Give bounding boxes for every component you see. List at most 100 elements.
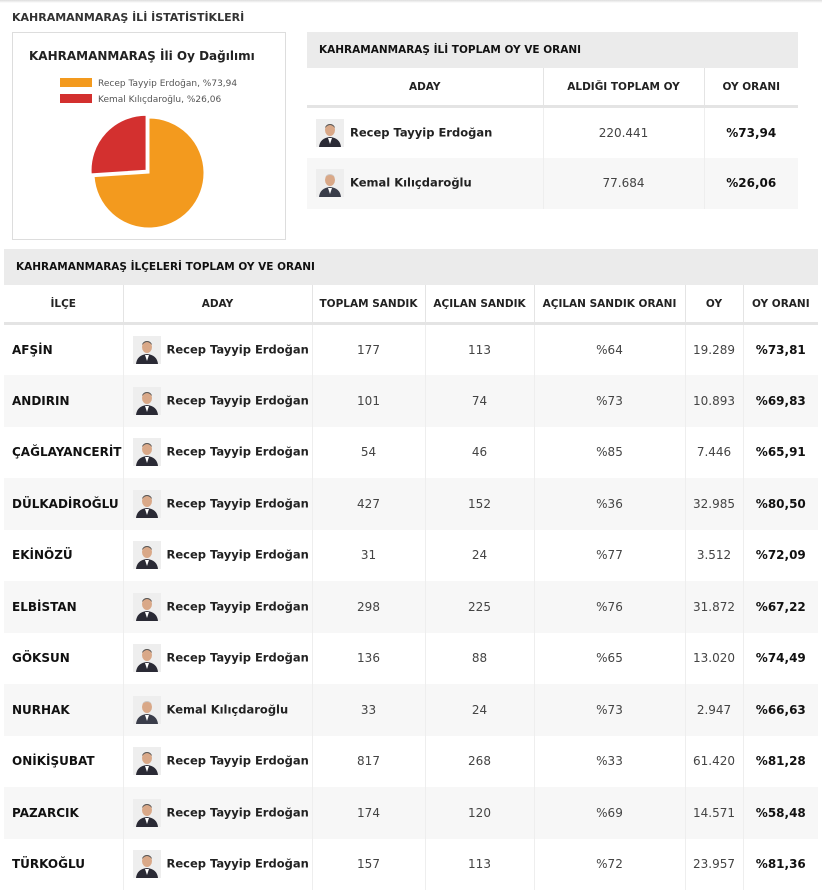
caption-row: KAHRAMANMARAŞ İLÇELERİ TOPLAM OY VE ORAN… [4, 249, 818, 285]
cell-text: EKİNÖZÜ [12, 548, 73, 562]
cell-text: %74,49 [756, 651, 806, 665]
caption-row: KAHRAMANMARAŞ İLİ TOPLAM OY VE ORANI [307, 32, 798, 68]
table-cell: 3.512 [685, 530, 743, 582]
candidate-name: Recep Tayyip Erdoğan [167, 599, 309, 613]
candidate-avatar [316, 169, 344, 197]
table-cell: ÇAĞLAYANCERİT [4, 427, 123, 479]
cell-text: 7.446 [697, 445, 731, 459]
candidate-avatar [133, 336, 161, 364]
candidate-avatar [133, 850, 161, 878]
column-header: TOPLAM SANDIK [312, 285, 425, 324]
table-cell: 120 [425, 787, 534, 839]
candidate-cell: Recep Tayyip Erdoğan [123, 324, 312, 376]
candidate-avatar [133, 799, 161, 827]
column-header: AÇILAN SANDIK [425, 285, 534, 324]
candidate-avatar [133, 696, 161, 724]
cell-text: %72,09 [756, 548, 806, 562]
table-cell: %69 [534, 787, 685, 839]
table-cell: 24 [425, 530, 534, 582]
cell-text: 33 [361, 703, 376, 717]
section-title: KAHRAMANMARAŞ İLİ İSTATİSTİKLERİ [12, 11, 244, 24]
table-cell: 113 [425, 839, 534, 890]
cell-text: 10.893 [693, 394, 735, 408]
cell-text: 817 [357, 754, 380, 768]
table-cell: %64 [534, 324, 685, 376]
candidate-cell: Recep Tayyip Erdoğan [123, 581, 312, 633]
table-cell: 54 [312, 427, 425, 479]
table-cell: %65,91 [743, 427, 818, 479]
cell-text: PAZARCIK [12, 806, 79, 820]
cell-text: 427 [357, 497, 380, 511]
cell-text: 101 [357, 394, 380, 408]
candidate-cell: Recep Tayyip Erdoğan [123, 427, 312, 479]
cell-text: %76 [596, 600, 623, 614]
cell-text: 2.947 [697, 703, 731, 717]
candidate-cell: Recep Tayyip Erdoğan [123, 530, 312, 582]
cell-text: 120 [468, 806, 491, 820]
table-cell: %69,83 [743, 375, 818, 427]
table-cell: 817 [312, 736, 425, 788]
table-cell: 298 [312, 581, 425, 633]
table-cell: 113 [425, 324, 534, 376]
candidate-name: Recep Tayyip Erdoğan [167, 857, 309, 871]
candidate-avatar [133, 387, 161, 415]
candidate-name: Recep Tayyip Erdoğan [167, 754, 309, 768]
candidate-cell: Recep Tayyip Erdoğan [123, 478, 312, 530]
table-cell: 10.893 [685, 375, 743, 427]
cell-text: ANDIRIN [12, 394, 70, 408]
table-cell: %26,06 [704, 158, 798, 209]
cell-text: 54 [361, 445, 376, 459]
cell-text: TÜRKOĞLU [12, 857, 85, 871]
cell-text: 31.872 [693, 600, 735, 614]
candidate-cell: Recep Tayyip Erdoğan [123, 787, 312, 839]
cell-text: %33 [596, 754, 623, 768]
column-header: ADAY [123, 285, 312, 324]
cell-text: 152 [468, 497, 491, 511]
table-cell: 23.957 [685, 839, 743, 890]
table-cell: 32.985 [685, 478, 743, 530]
candidate-name: Recep Tayyip Erdoğan [167, 393, 309, 407]
cell-text: 23.957 [693, 857, 735, 871]
table-cell: 101 [312, 375, 425, 427]
cell-text: %73 [596, 394, 623, 408]
table-cell: TÜRKOĞLU [4, 839, 123, 890]
legend-label: Recep Tayyip Erdoğan, %73,94 [98, 79, 237, 89]
column-header: AÇILAN SANDIK ORANI [534, 285, 685, 324]
candidate-avatar [133, 438, 161, 466]
cell-text: %69,83 [756, 394, 806, 408]
table-cell: %80,50 [743, 478, 818, 530]
table-cell: %74,49 [743, 633, 818, 685]
table-cell: %36 [534, 478, 685, 530]
cell-text: %80,50 [756, 497, 806, 511]
cell-text: 88 [472, 651, 487, 665]
cell-text: 136 [357, 651, 380, 665]
table-cell: PAZARCIK [4, 787, 123, 839]
table-cell: %33 [534, 736, 685, 788]
candidate-name: Recep Tayyip Erdoğan [167, 651, 309, 665]
candidate-cell: Recep Tayyip Erdoğan [123, 736, 312, 788]
table-cell: AFŞİN [4, 324, 123, 376]
table-cell: %77 [534, 530, 685, 582]
table-cell: GÖKSUN [4, 633, 123, 685]
column-header: OY ORANI [704, 68, 798, 107]
table-cell: 427 [312, 478, 425, 530]
table-cell: %76 [534, 581, 685, 633]
cell-text: 19.289 [693, 343, 735, 357]
candidate-avatar [316, 119, 344, 147]
cell-text: 13.020 [693, 651, 735, 665]
candidate-avatar [133, 747, 161, 775]
table-cell: %81,36 [743, 839, 818, 890]
table-cell: ONİKİŞUBAT [4, 736, 123, 788]
cell-text: 298 [357, 600, 380, 614]
cell-text: 113 [468, 343, 491, 357]
cell-text: %81,28 [756, 754, 806, 768]
cell-text: AFŞİN [12, 343, 53, 357]
